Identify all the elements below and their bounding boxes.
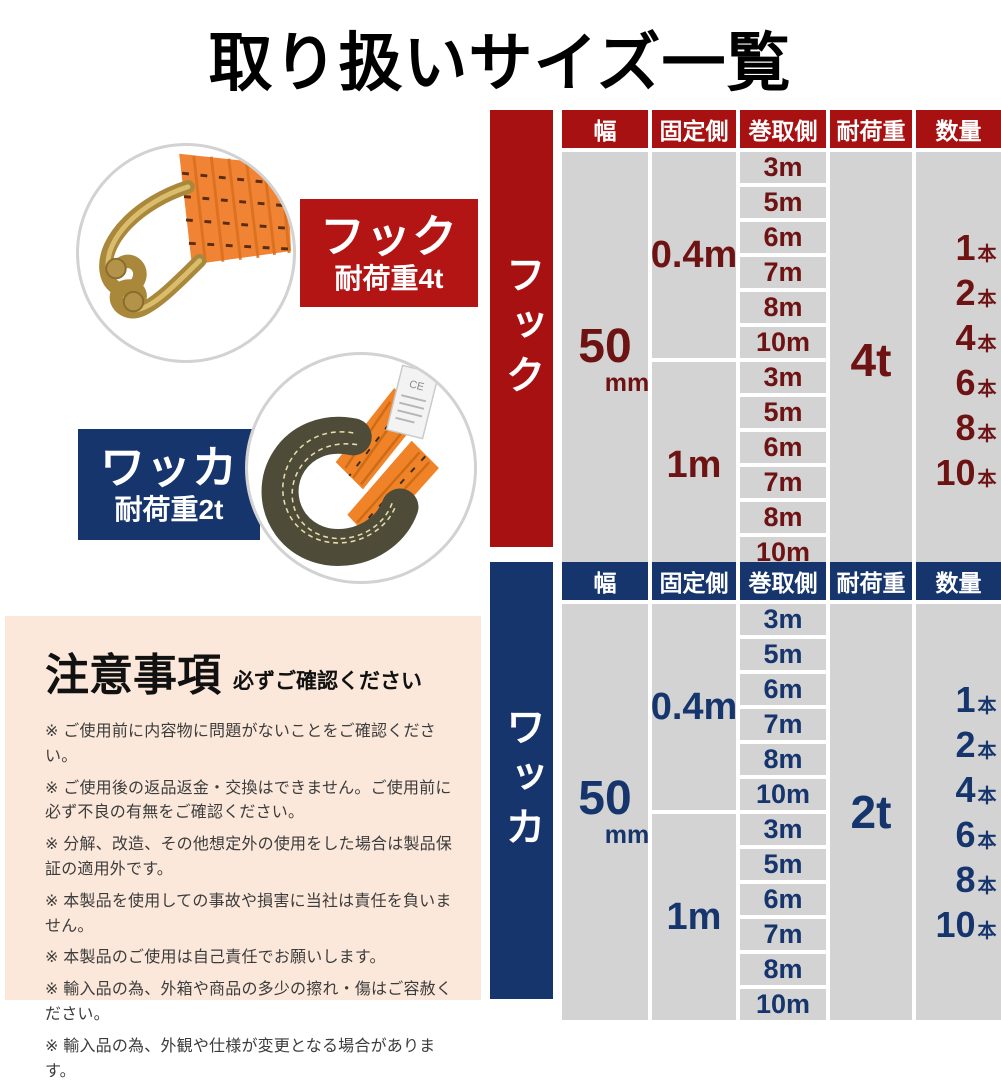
winding-length-cell: 5m — [740, 187, 826, 218]
fixed-side-cell: 0.4m — [651, 604, 737, 810]
winding-length-cell: 6m — [740, 432, 826, 463]
winding-length-cell: 5m — [740, 639, 826, 670]
note-item: ※ 輸入品の為、外箱や商品の多少の擦れ・傷はご容赦ください。 — [45, 981, 453, 1023]
width-cell: 50 mm — [562, 604, 649, 1020]
column-header-fixed-side: 固定側 — [652, 562, 736, 600]
loop-table-grid: 幅 固定側 巻取側 耐荷重 数量 50 mm 0.4m 1m 3m 5m 6m … — [562, 562, 1001, 1020]
winding-length-cell: 3m — [740, 362, 826, 393]
winding-length-cell: 3m — [740, 814, 826, 845]
column-header-quantity: 数量 — [916, 110, 1001, 148]
load-capacity-cell: 2t — [830, 604, 912, 1020]
winding-length-cell: 6m — [740, 884, 826, 915]
winding-length-cell: 7m — [740, 709, 826, 740]
column-header-load-capacity: 耐荷重 — [830, 562, 912, 600]
hook-badge-load: 耐荷重4t — [334, 262, 444, 294]
loop-badge-load: 耐荷重2t — [114, 494, 224, 525]
note-item: ※ 本製品のご使用は自己責任でお願いします。 — [45, 949, 386, 967]
loop-strap-illustration: CE — [261, 364, 440, 566]
fixed-side-cell: 1m — [652, 814, 736, 1020]
loop-table-row-label: ワッカ — [490, 562, 553, 999]
hook-table-row-label: フック — [490, 110, 553, 547]
fixed-side-cell: 1m — [652, 362, 736, 568]
winding-length-cell: 10m — [740, 779, 826, 810]
note-item: ※ 輸入品の為、外観や仕様が変更となる場合があります。 — [45, 1037, 436, 1080]
loop-badge-title: ワッカ — [99, 442, 238, 493]
note-item: ※ ご使用後の返品返金・交換はできません。ご使用前に必ず不良の有無をご確認くださ… — [45, 779, 452, 822]
winding-length-cell: 10m — [740, 989, 826, 1020]
winding-length-cell: 8m — [740, 744, 826, 775]
note-item: ※ 分解、改造、その他想定外の使用をした場合は製品保証の適用外です。 — [45, 836, 453, 878]
note-item: ※ 本製品を使用しての事故や損害に当社は責任を負いません。 — [45, 892, 452, 935]
winding-length-cell: 7m — [740, 257, 826, 288]
svg-text:CE: CE — [408, 378, 425, 393]
notes-header: 注意事項 必ずご確認ください — [45, 654, 465, 698]
winding-length-cell: 6m — [740, 222, 826, 253]
notes-panel: 注意事項 必ずご確認ください ※ ご使用前に内容物に問題がないことをご確認くださ… — [5, 616, 481, 1080]
winding-length-cell: 5m — [740, 849, 826, 880]
quantity-option: 10 本 — [935, 903, 997, 945]
size-table-hook: フック 幅 固定側 巻取側 耐荷重 数量 50 mm 0.4m 1m 3m 5m… — [490, 110, 1001, 568]
winding-length-cell: 8m — [740, 954, 826, 985]
winding-length-cell: 3m — [740, 152, 826, 183]
hook-strap-illustration — [99, 153, 293, 319]
notes-subtitle: 必ずご確認ください — [233, 670, 422, 693]
winding-length-cell: 7m — [740, 919, 826, 950]
column-header-width: 幅 — [562, 562, 648, 600]
load-capacity-cell: 4t — [830, 152, 912, 568]
hook-photo-circle — [76, 143, 296, 363]
note-item: ※ ご使用前に内容物に問題がないことをご確認ください。 — [45, 723, 436, 765]
fixed-side-cell: 0.4m — [651, 152, 737, 358]
winding-length-cell: 3m — [740, 604, 826, 635]
column-header-quantity: 数量 — [916, 562, 1001, 600]
winding-length-cell: 8m — [740, 292, 826, 323]
winding-length-cell: 10m — [740, 327, 826, 358]
size-table-loop: ワッカ 幅 固定側 巻取側 耐荷重 数量 50 mm 0.4m 1m 3m 5m… — [490, 562, 1001, 1020]
column-header-load-capacity: 耐荷重 — [830, 110, 912, 148]
loop-badge: ワッカ 耐荷重2t — [78, 429, 260, 540]
loop-photo-circle: CE — [245, 352, 477, 584]
hook-badge: フック 耐荷重4t — [300, 199, 478, 307]
notes-title: 注意事項 — [45, 651, 221, 700]
hook-badge-title: フック — [319, 210, 458, 262]
winding-length-cell: 8m — [740, 502, 826, 533]
hook-table-grid: 幅 固定側 巻取側 耐荷重 数量 50 mm 0.4m 1m 3m 5m 6m … — [562, 110, 1001, 568]
column-header-winding-side: 巻取側 — [740, 110, 826, 148]
winding-length-cell: 7m — [740, 467, 826, 498]
column-header-winding-side: 巻取側 — [740, 562, 826, 600]
width-cell: 50 mm — [562, 152, 649, 568]
quantity-option: 10 本 — [935, 451, 997, 493]
page-title: 取り扱いサイズ一覧 — [208, 27, 792, 99]
column-header-fixed-side: 固定側 — [652, 110, 736, 148]
winding-length-cell: 6m — [740, 674, 826, 705]
column-header-width: 幅 — [562, 110, 648, 148]
winding-length-cell: 5m — [740, 397, 826, 428]
